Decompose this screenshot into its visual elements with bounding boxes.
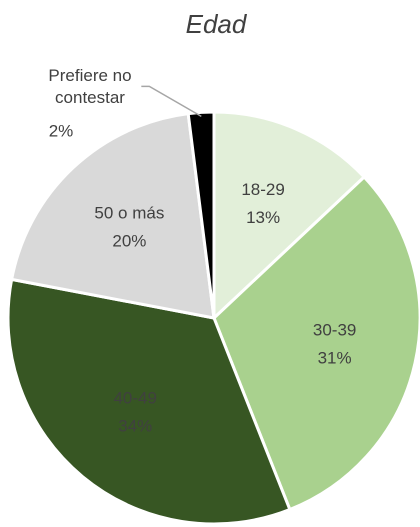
leader-line — [141, 85, 202, 118]
chart-title: Edad — [186, 9, 248, 39]
pie-slice — [6, 277, 292, 526]
pie-slice — [186, 110, 216, 319]
pie-slice — [212, 110, 367, 322]
slice-value-label: 2% — [49, 121, 74, 140]
slice-label: Prefiere no contestar — [48, 66, 131, 107]
slice-value-label: 20% — [112, 231, 146, 250]
pie-slice — [9, 111, 216, 320]
slice-label: 50 o más — [94, 203, 164, 222]
slice-label: 30-39 — [313, 320, 356, 339]
slice-value-label: 13% — [246, 208, 280, 227]
slice-label: 18-29 — [241, 180, 284, 199]
slice-value-label: 31% — [318, 348, 352, 367]
slice-value-label: 34% — [118, 417, 152, 436]
slice-label: 40-49 — [113, 389, 156, 408]
pie-slice — [212, 174, 420, 512]
